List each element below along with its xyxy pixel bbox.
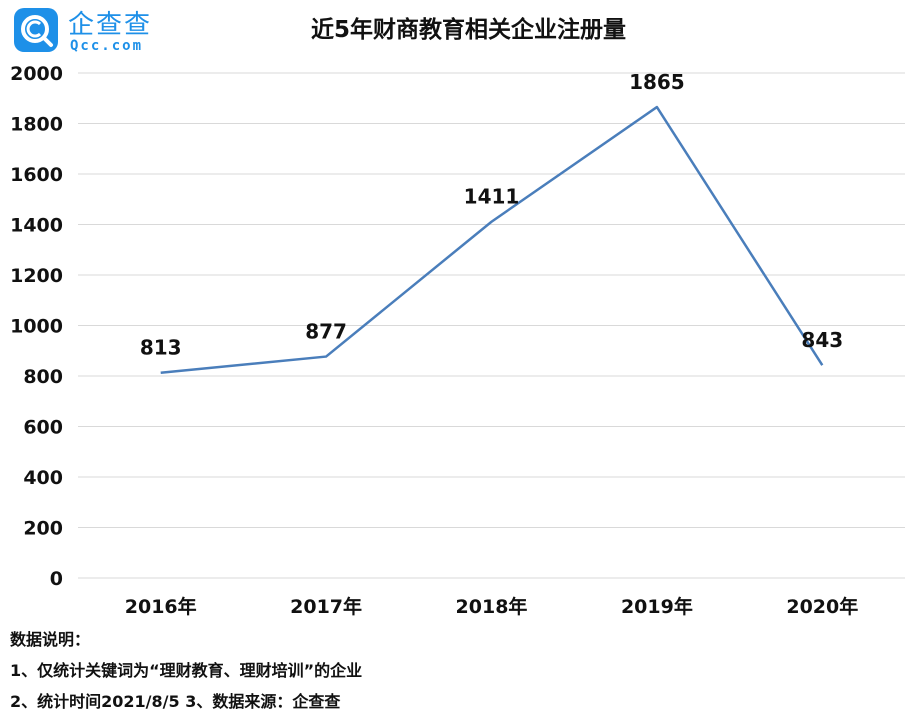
y-tick-label: 600 bbox=[23, 417, 63, 439]
series-line bbox=[160, 105, 824, 374]
data-label: 813 bbox=[140, 336, 182, 360]
x-tick-label: 2018年 bbox=[456, 595, 528, 618]
x-tick-label: 2020年 bbox=[786, 595, 858, 618]
qcc-logo: 企查查 Qcc.com bbox=[8, 4, 178, 60]
logo-name: 企查查 bbox=[68, 10, 153, 40]
y-tick-label: 400 bbox=[23, 467, 63, 489]
y-axis-tick-labels: 0 200 400 600 800 1000 1200 1400 1600 1800 2000 bbox=[10, 63, 63, 590]
notes-line-1: 1、仅统计关键词为“理财教育、理财培训”的企业 bbox=[10, 661, 363, 680]
logo-domain: Qcc.com bbox=[70, 38, 144, 54]
data-labels: 813 877 1411 1865 843 bbox=[140, 70, 843, 360]
notes-line-2: 2、统计时间2021/8/5 3、数据来源：企查查 bbox=[10, 692, 341, 711]
x-tick-label: 2019年 bbox=[621, 595, 693, 618]
y-tick-label: 200 bbox=[23, 518, 63, 540]
data-label: 1411 bbox=[464, 185, 520, 209]
y-tick-label: 1200 bbox=[10, 265, 63, 287]
x-tick-label: 2016年 bbox=[125, 595, 197, 618]
y-tick-label: 1600 bbox=[10, 164, 63, 186]
data-notes: 数据说明： 1、仅统计关键词为“理财教育、理财培训”的企业 2、统计时间2021… bbox=[10, 624, 910, 717]
series-line-path bbox=[160, 105, 824, 374]
data-label: 877 bbox=[305, 320, 347, 344]
y-tick-label: 1800 bbox=[10, 114, 63, 136]
grid-lines bbox=[78, 72, 905, 579]
notes-heading: 数据说明： bbox=[10, 630, 91, 649]
line-chart: 0 200 400 600 800 1000 1200 1400 1600 1800 2000 20… bbox=[10, 63, 905, 618]
qcc-logo-icon bbox=[14, 8, 58, 52]
y-tick-label: 1000 bbox=[10, 316, 63, 338]
y-tick-label: 1400 bbox=[10, 215, 63, 237]
x-tick-label: 2017年 bbox=[290, 595, 362, 618]
y-tick-label: 800 bbox=[23, 366, 63, 388]
data-label: 843 bbox=[801, 328, 843, 352]
x-axis-tick-labels: 2016年 2017年 2018年 2019年 2020年 bbox=[125, 595, 858, 618]
data-label: 1865 bbox=[629, 70, 685, 94]
y-tick-label: 2000 bbox=[10, 63, 63, 85]
y-tick-label: 0 bbox=[50, 568, 63, 590]
chart-title: 近5年财商教育相关企业注册量 bbox=[310, 17, 626, 43]
